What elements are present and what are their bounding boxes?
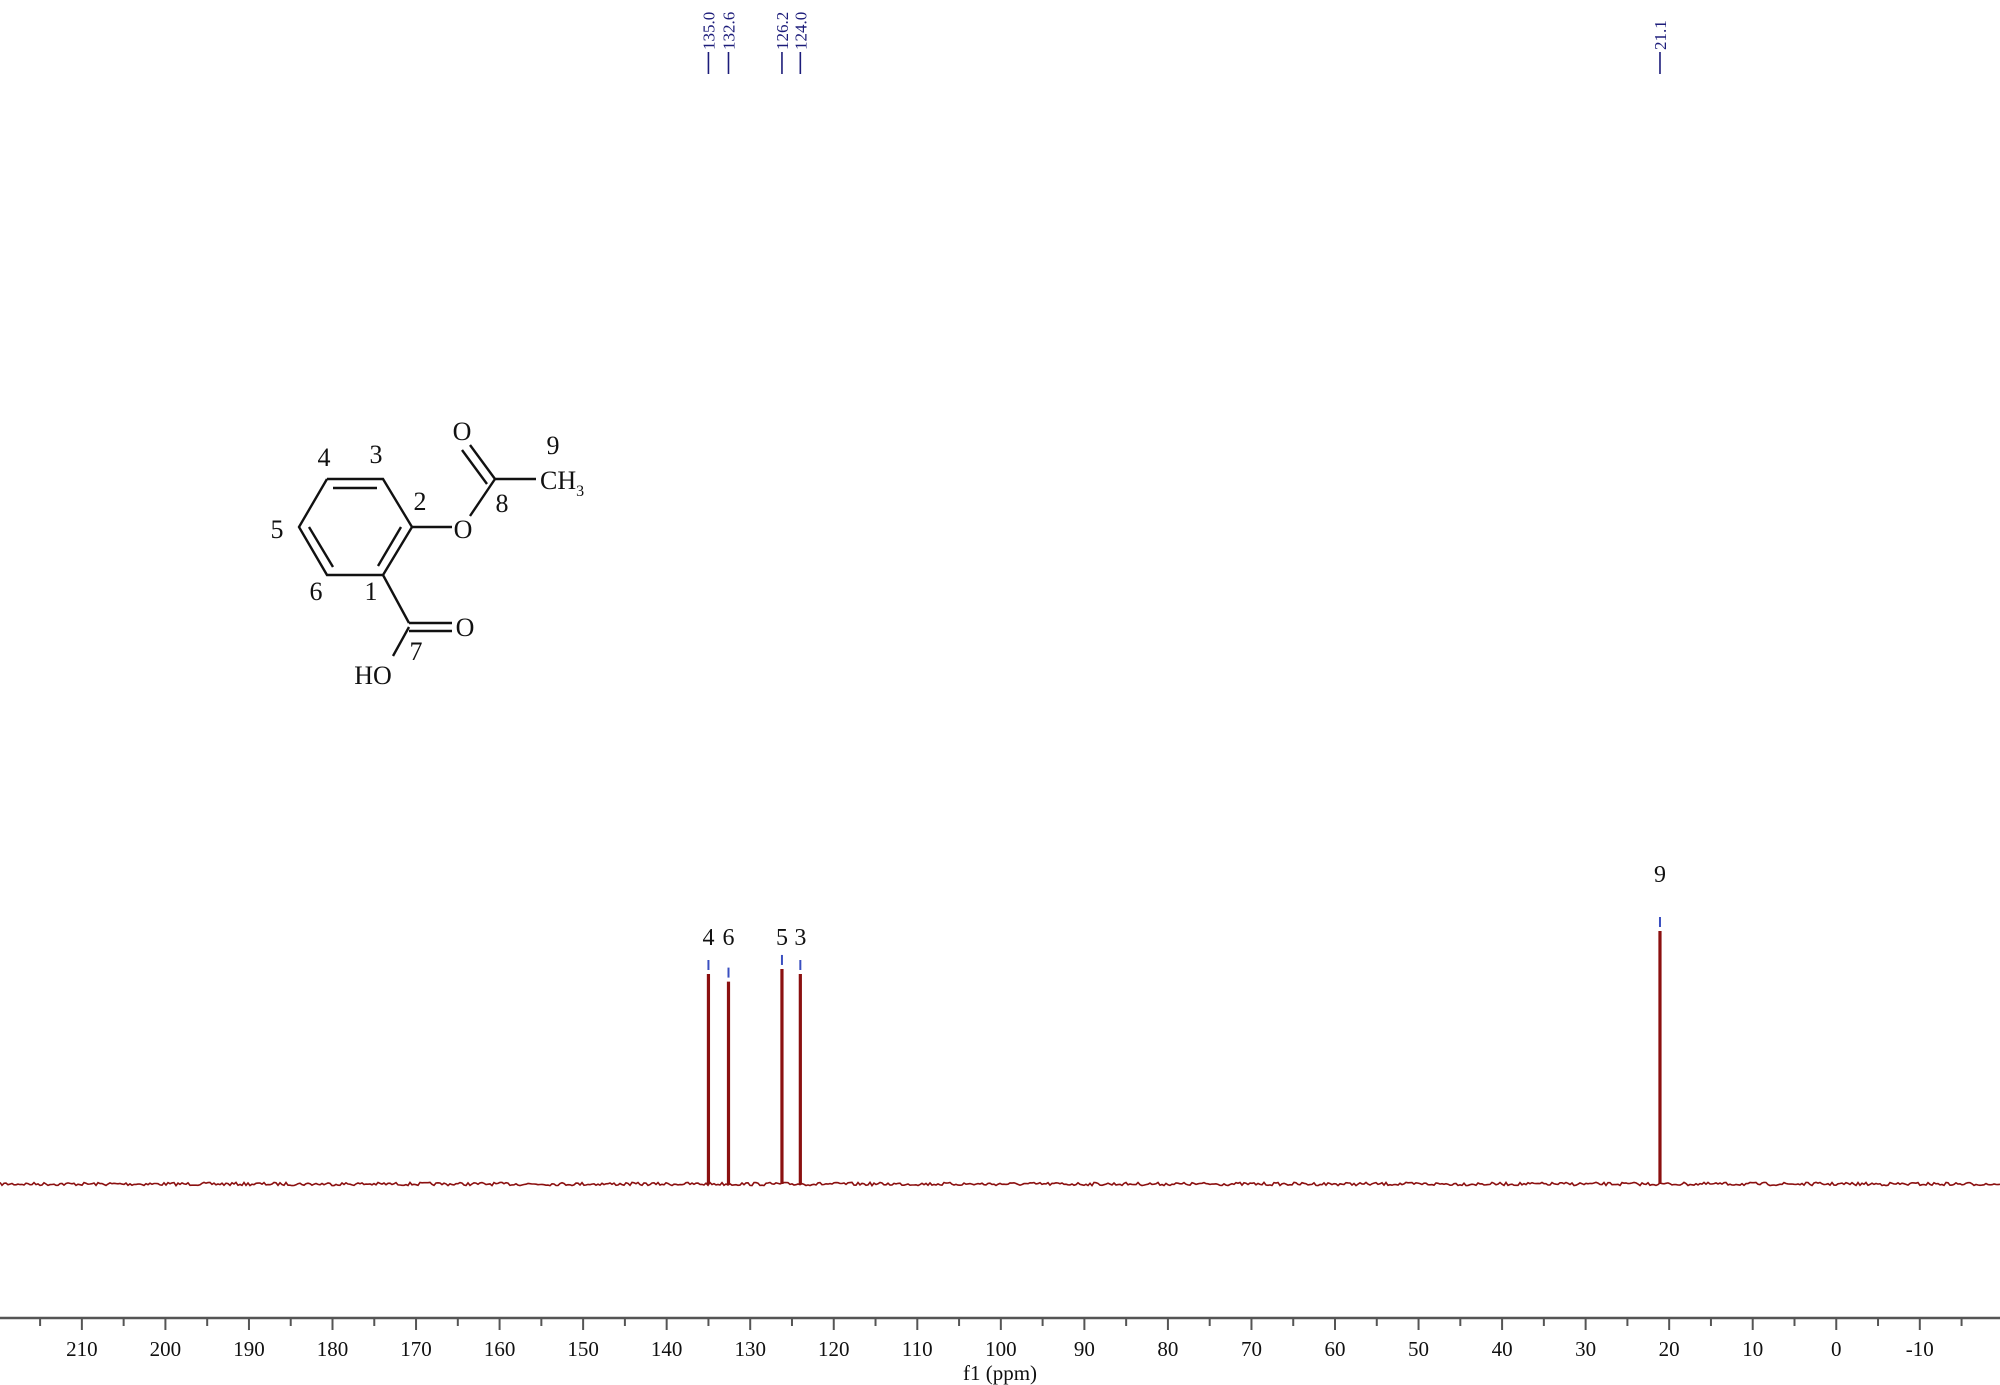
number-8: 8 [496, 489, 509, 518]
x-tick-label: 200 [150, 1337, 182, 1361]
peak-top-label: 124.0 [791, 12, 810, 50]
x-axis: 210 200 190 180 170 160 150 140 130 120 110 100 90 80… [0, 1316, 2000, 1361]
number-1: 1 [365, 577, 378, 606]
number-7: 7 [410, 637, 423, 666]
bond-c1-c7 [381, 574, 411, 624]
number-3: 3 [370, 440, 383, 469]
x-tick-label: 80 [1157, 1337, 1178, 1361]
peak-top-label: 21.1 [1651, 20, 1670, 50]
atom-ho: HO [354, 661, 392, 690]
atom-ch3-subscript: 3 [576, 483, 584, 500]
x-tick-label: 130 [734, 1337, 766, 1361]
x-tick-label: 100 [985, 1337, 1017, 1361]
number-9: 9 [547, 431, 560, 460]
x-tick-label: 110 [902, 1337, 933, 1361]
molecule-bonds [297, 444, 536, 657]
x-tick-label: 40 [1492, 1337, 1513, 1361]
peak-top-label: 126.2 [773, 12, 792, 50]
peak-assignment-labels: 4 6 5 3 9 [702, 862, 1666, 951]
x-axis-label: f1 (ppm) [963, 1361, 1037, 1385]
x-tick-label: 50 [1408, 1337, 1429, 1361]
atom-o-ester: O [454, 515, 473, 544]
atom-ch3: CH3 [540, 466, 584, 500]
peak-top-label: 132.6 [719, 12, 738, 50]
double-bond-1-2 [376, 526, 403, 567]
number-6: 6 [310, 577, 323, 606]
number-5: 5 [271, 515, 284, 544]
x-tick-label: 120 [818, 1337, 850, 1361]
atom-ch3-main: CH [540, 466, 576, 495]
x-tick-label: 160 [484, 1337, 516, 1361]
x-tick-label: 0 [1831, 1337, 1842, 1361]
spectrum [0, 917, 2000, 1187]
x-tick-label: 60 [1325, 1337, 1346, 1361]
number-4: 4 [318, 443, 331, 472]
peak-assignment-3: 3 [794, 925, 806, 951]
peak-top-labels: 135.0 132.6 126.2 124.0 21.1 [699, 12, 1670, 74]
bond-o-c8 [469, 478, 496, 517]
x-tick-label: 170 [400, 1337, 432, 1361]
peak-top-label: 135.0 [699, 12, 718, 50]
atom-o-acid: O [456, 613, 475, 642]
x-tick-label: 150 [567, 1337, 599, 1361]
x-tick-label: -10 [1906, 1337, 1934, 1361]
x-tick-label: 140 [651, 1337, 683, 1361]
bond-c8-o-double-b [461, 449, 488, 485]
molecule-structure: O CH3 O O HO 1 2 3 4 5 6 7 8 9 [271, 417, 585, 690]
atom-o-carbonyl-ester: O [453, 417, 472, 446]
x-tick-label: 70 [1241, 1337, 1262, 1361]
x-tick-label: 20 [1659, 1337, 1680, 1361]
bond-c8-o-double-a [469, 444, 496, 480]
ring-bonds [297, 477, 414, 577]
peak-assignment-5: 5 [776, 925, 788, 951]
double-bond-5-6 [307, 526, 335, 568]
x-tick-label: 30 [1575, 1337, 1596, 1361]
x-tick-label: 210 [66, 1337, 98, 1361]
spectrum-baseline [0, 1180, 2000, 1187]
x-tick-label: 10 [1742, 1337, 1763, 1361]
bond-c7-oh [391, 626, 411, 657]
x-tick-label: 90 [1074, 1337, 1095, 1361]
peak-assignment-6: 6 [722, 925, 734, 951]
x-tick-label: 190 [233, 1337, 265, 1361]
peak-assignment-9: 9 [1654, 862, 1666, 888]
peak-assignment-4: 4 [702, 925, 714, 951]
number-2: 2 [414, 487, 427, 516]
x-tick-label: 180 [317, 1337, 349, 1361]
